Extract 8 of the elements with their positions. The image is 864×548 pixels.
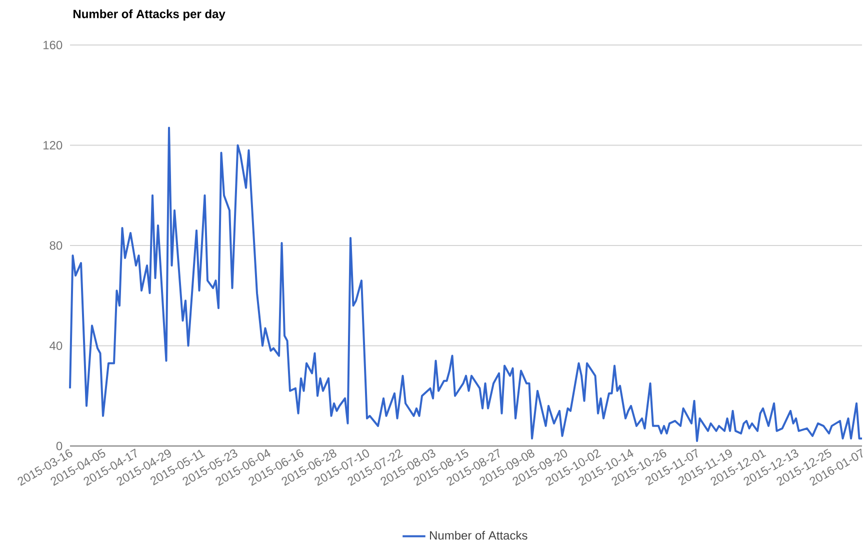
y-tick-label: 120 [44, 140, 62, 150]
y-tick-label: 160 [44, 40, 62, 50]
y-tick-label: 40 [50, 341, 62, 350]
y-tick-label: 0 [56, 442, 62, 450]
y-tick-label: 80 [50, 241, 62, 250]
line-series [69, 126, 864, 442]
chart-title: Number of Attacks per day [74, 9, 226, 21]
legend-label: Number of Attacks [430, 530, 528, 540]
